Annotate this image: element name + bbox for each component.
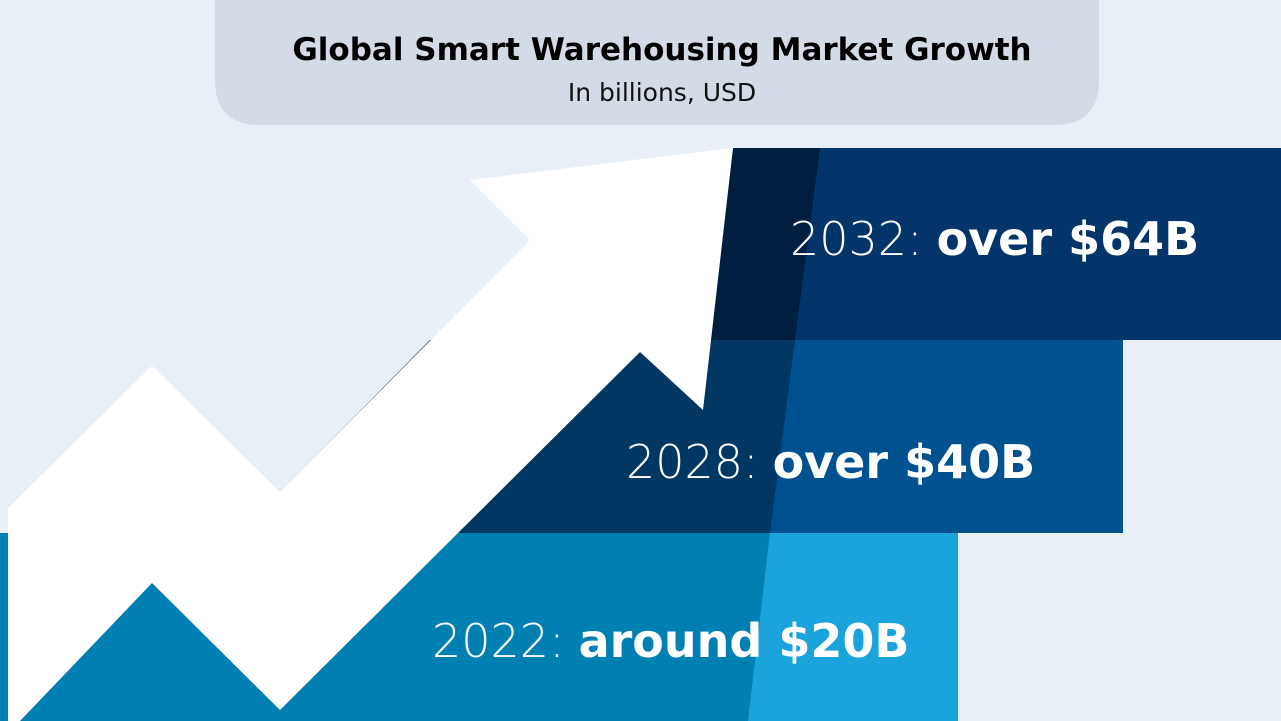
step-label: 2028: over $40B	[626, 435, 1035, 489]
step-year: 2028:	[626, 435, 759, 489]
step-amount: over $64B	[937, 212, 1200, 266]
growth-arrow	[8, 148, 733, 721]
band-2022-peak	[405, 553, 748, 721]
step-year: 2032:	[790, 212, 923, 266]
title: Global Smart Warehousing Market Growth	[292, 32, 1031, 68]
step-amount: around $20B	[579, 614, 910, 668]
step-year: 2022:	[432, 614, 565, 668]
step-label: 2022: around $20B	[432, 614, 909, 668]
band-2032	[710, 148, 1281, 340]
subtitle: In billions, USD	[568, 78, 756, 107]
step-amount: over $40B	[773, 435, 1036, 489]
title-box	[215, 0, 1099, 125]
band-2032-shade	[710, 148, 820, 340]
step-label: 2032: over $64B	[790, 212, 1199, 266]
